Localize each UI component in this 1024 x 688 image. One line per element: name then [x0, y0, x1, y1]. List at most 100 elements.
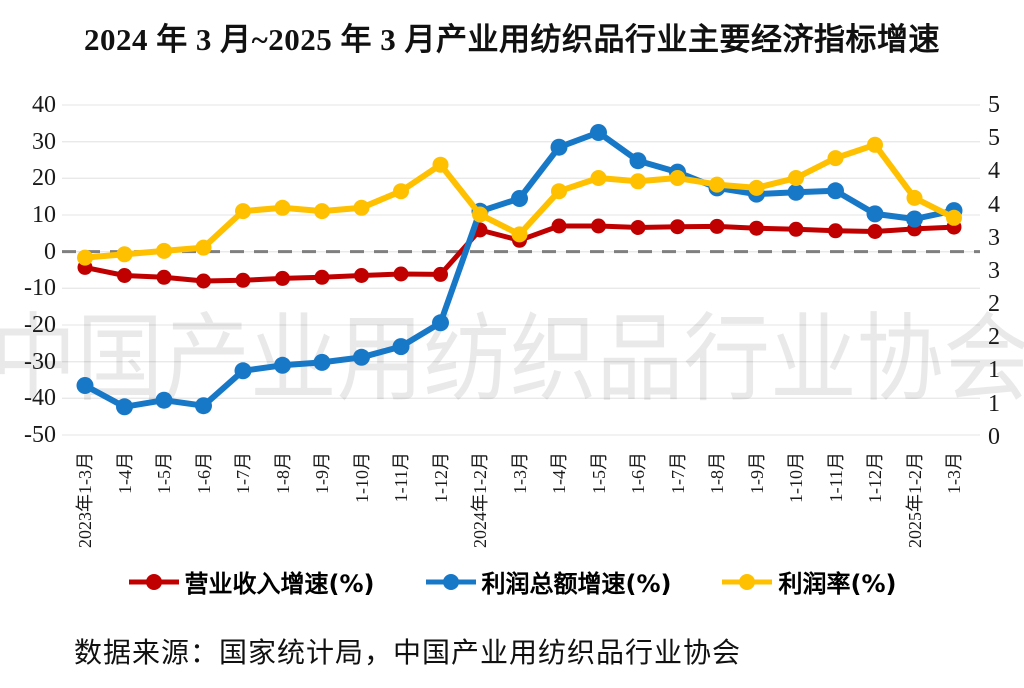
data-point-margin — [511, 226, 528, 243]
data-point-margin — [867, 136, 883, 153]
left-axis-tick-label: -50 — [24, 422, 56, 448]
data-point-revenue — [275, 270, 290, 286]
data-point-profit — [511, 190, 528, 207]
right-axis-tick-label: 0 — [988, 423, 1000, 450]
data-point-profit — [866, 205, 884, 223]
data-point-revenue — [156, 269, 172, 285]
data-source-note: 数据来源：国家统计局，中国产业用纺织品行业协会 — [74, 638, 742, 669]
legend-label: 利润总额增速(%) — [481, 570, 672, 598]
x-axis-label: 1-3月 — [944, 452, 964, 494]
data-point-revenue — [551, 218, 567, 234]
data-point-revenue — [788, 221, 804, 237]
legend-item-revenue: 营业收入增速(%) — [128, 564, 375, 599]
watermark: 中国产业用纺织品行业协会 — [0, 306, 1024, 413]
x-axis-label: 2023年1-3月 — [75, 452, 95, 548]
data-point-margin — [709, 176, 725, 193]
data-point-profit — [234, 362, 252, 380]
data-point-revenue — [433, 266, 448, 282]
data-point-profit — [76, 377, 94, 394]
x-axis-label: 2025年1-2月 — [904, 452, 925, 548]
data-point-revenue — [354, 268, 369, 283]
x-axis-label: 1-9月 — [312, 452, 332, 494]
right-axis-tick-label: 1 — [988, 390, 1000, 417]
x-axis-label: 2024年1-2月 — [470, 452, 490, 548]
left-axis-tick-label: -20 — [24, 312, 56, 338]
x-axis-label: 1-5月 — [588, 452, 609, 494]
data-point-margin — [669, 170, 686, 186]
data-point-margin — [393, 183, 409, 200]
data-point-margin — [156, 242, 172, 259]
data-point-revenue — [630, 220, 646, 235]
legend-item-profit: 利润总额增速(%) — [425, 564, 672, 599]
right-axis-tick-label: 5 — [988, 92, 1000, 118]
x-axis-label: 1-10月 — [786, 452, 806, 503]
data-point-profit — [827, 182, 844, 200]
legend-marker-revenue — [128, 573, 179, 590]
data-point-revenue — [117, 268, 132, 283]
data-point-revenue — [867, 224, 883, 239]
right-axis-tick-label: 5 — [988, 125, 1000, 152]
x-axis-label: 1-11月 — [825, 452, 846, 503]
data-point-profit — [590, 124, 607, 141]
data-point-margin — [748, 179, 765, 196]
data-point-margin — [314, 203, 330, 220]
right-axis-tick-label: 2 — [988, 324, 1000, 351]
x-axis-label: 1-7月 — [233, 452, 253, 494]
data-point-revenue — [393, 266, 409, 282]
data-point-margin — [946, 209, 962, 226]
right-axis-tick-label: 3 — [988, 224, 1000, 251]
data-point-profit — [629, 152, 647, 170]
right-axis-tick-label: 2 — [988, 291, 1000, 318]
left-axis-tick-label: -10 — [24, 275, 56, 302]
data-point-profit — [274, 356, 291, 374]
data-point-revenue — [196, 273, 211, 289]
x-axis-label: 1-3月 — [509, 452, 530, 494]
data-point-profit — [432, 314, 449, 332]
legend-marker-profit — [425, 573, 476, 590]
legend-marker-margin — [722, 573, 773, 590]
right-axis-tick-label: 4 — [988, 158, 1000, 185]
data-point-revenue — [591, 218, 606, 234]
data-point-profit — [313, 353, 331, 371]
legend-item-margin: 利润率(%) — [721, 564, 896, 599]
left-axis-tick-label: 0 — [44, 238, 56, 265]
x-axis-label: 1-6月 — [193, 452, 214, 494]
x-axis-label: 1-12月 — [430, 452, 451, 503]
data-point-revenue — [709, 218, 725, 234]
data-point-margin — [77, 249, 93, 266]
right-axis-tick-label: 4 — [988, 191, 1000, 218]
data-point-revenue — [828, 223, 843, 239]
data-point-margin — [827, 150, 844, 167]
data-point-margin — [590, 170, 607, 186]
x-axis-label: 1-6月 — [628, 452, 648, 494]
x-axis-label: 1-8月 — [707, 452, 727, 494]
x-axis-label: 1-10月 — [351, 452, 372, 503]
data-point-margin — [788, 170, 804, 186]
x-axis-label: 1-8月 — [272, 452, 293, 494]
data-point-profit — [392, 338, 410, 356]
chart-title: 2024 年 3 月~2025 年 3 月产业用纺织品行业主要经济指标增速 — [83, 22, 941, 57]
data-point-revenue — [314, 269, 330, 285]
left-axis-tick-label: -40 — [24, 385, 56, 412]
x-axis-label: 1-4月 — [549, 452, 569, 494]
legend-label: 利润率(%) — [778, 570, 897, 598]
x-axis-label: 1-5月 — [154, 452, 174, 494]
right-axis-tick-label: 1 — [988, 357, 1000, 384]
data-point-revenue — [235, 272, 251, 288]
data-point-margin — [235, 203, 251, 220]
data-point-revenue — [749, 220, 764, 236]
data-point-profit — [116, 398, 133, 416]
data-point-profit — [787, 183, 805, 201]
legend: 营业收入增速(%) 利润总额增速(%) 利润率(%) — [0, 564, 1024, 599]
data-point-profit — [353, 348, 370, 366]
data-point-revenue — [670, 219, 685, 235]
left-axis-tick-label: 20 — [32, 165, 56, 192]
x-axis-label: 1-11月 — [391, 452, 411, 503]
x-axis-label: 1-7月 — [667, 452, 688, 494]
data-point-margin — [906, 189, 923, 206]
data-point-profit — [155, 391, 173, 409]
data-point-margin — [630, 173, 646, 190]
data-point-margin — [551, 183, 567, 200]
